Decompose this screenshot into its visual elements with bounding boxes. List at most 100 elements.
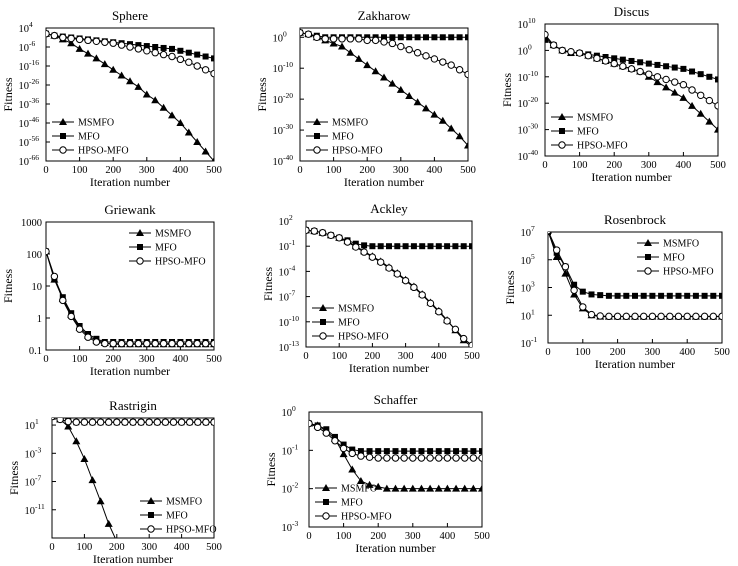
chart-7-legend-label: MFO [166,511,188,522]
chart-3-point-circle [584,51,592,60]
chart-2-point-circle [380,38,388,46]
chart-8-ytick-label: 10 [282,485,293,496]
chart-1-ytick-label: 10 [19,157,30,168]
chart-8-title: Schaffer [374,392,418,407]
chart-1-point-circle [143,47,151,55]
chart-7-point-circle [113,418,121,426]
chart-2-ytick-exponent: -20 [283,91,293,100]
chart-4-point-circle [193,339,201,348]
chart-8-point-circle [331,437,339,445]
chart-2-point-square [406,34,413,41]
chart-8-point-circle [400,454,408,462]
chart-2-point-square [439,34,446,41]
chart-6-plot-area [548,232,722,321]
chart-8-point-triangle [400,484,409,492]
chart-4-legend-label: MSMFO [155,229,191,240]
chart-7-point-circle [169,418,178,426]
chart-3-xtick-label: 400 [676,160,692,171]
chart-2-legend-marker-square [314,133,320,139]
chart-7-axes-frame [51,417,215,539]
chart-8-legend-marker-triangle [322,484,330,491]
chart-8-point-circle [322,429,330,437]
chart-8-point-circle [339,444,348,453]
chart-2-point-circle [355,35,363,43]
chart-5-point-circle [360,248,368,256]
chart-2-point-triangle [354,54,363,62]
chart-6-xtick-label: 500 [714,347,730,358]
chart-6-point-circle [605,312,613,321]
chart-6-legend-marker-triangle [644,239,652,246]
chart-6-point-circle [709,312,717,321]
chart-3-legend-label: MFO [577,127,599,138]
chart-8-ytick-label: 10 [282,408,293,419]
chart-1-point-circle [46,30,50,38]
chart-4-point-circle [143,339,151,348]
chart-1-point-circle [126,43,134,51]
chart-8-xtick-label: 300 [405,531,421,542]
chart-1-point-square [169,45,175,52]
chart-1-point-circle [201,66,210,74]
chart-8-point-square [470,448,477,455]
chart-7-legend: MSMFO MFO HPSO-MFO [140,497,217,536]
chart-3-point-triangle [705,117,714,125]
chart-4-point-circle [75,325,84,333]
chart-2-xtick-label: 400 [427,165,443,176]
chart-2-point-circle [338,35,346,43]
chart-6-ytick-label: 10 [521,228,532,239]
chart-5-ytick-label: 10 [279,318,290,329]
chart-7-ytick-exponent: -11 [35,502,45,511]
chart-4-point-circle [126,339,134,348]
chart-3-point-square [680,65,687,72]
chart-3-legend-marker-circle [558,141,566,149]
chart-3-point-circle [619,62,627,70]
chart-2-point-square [397,34,404,41]
chart-8-point-triangle [408,484,417,492]
chart-1-legend: MSMFO MFO HPSO-MFO [52,118,129,157]
chart-2-point-square [389,34,396,41]
chart-1-xlabel: Iteration number [90,175,170,189]
chart-4-plot-area [46,247,214,348]
chart-2-legend-marker-circle [313,146,321,154]
chart-5-legend-label: MSMFO [338,304,374,315]
chart-1-legend-marker-triangle [59,118,67,125]
chart-2-ytick-exponent: 0 [283,29,287,38]
chart-5-xlabel: Iteration number [349,361,429,375]
chart-6-point-square [649,292,656,299]
chart-3-ytick-exponent: -10 [528,69,538,78]
chart-7-xtick-label: 500 [206,542,222,553]
chart-1-point-triangle [117,71,126,79]
chart-8-point-triangle [339,450,348,458]
chart-8-point-square [453,448,460,455]
chart-3-point-square [689,68,696,75]
chart-3-point-square [706,73,713,80]
chart-7-ytick-label: 10 [25,421,36,432]
chart-8-point-triangle [391,484,400,492]
chart-7-ytick-label: 10 [25,449,36,460]
chart-2-point-square [423,34,429,41]
chart-3-point-square [671,64,678,71]
chart-1-point-circle [109,39,117,47]
chart-2-point-circle [422,52,430,60]
chart-6-point-circle [718,312,722,321]
chart-2-point-triangle [346,48,355,56]
chart-7-xtick-label: 100 [77,542,93,553]
chart-7-point-circle [153,418,162,426]
chart-5-ytick-exponent: 2 [289,213,293,222]
chart-8-point-square [392,448,399,455]
chart-8-point-circle [469,454,478,462]
chart-2-point-circle [430,55,439,63]
chart-6-point-circle [622,312,630,321]
chart-1-legend-marker-circle [59,146,67,154]
chart-8-point-triangle [417,484,426,492]
chart-8-point-square [323,426,330,433]
chart-7-point-triangle [116,537,118,538]
chart-5-point-square [419,243,426,250]
chart-5-point-circle [306,226,310,234]
chart-4-point-circle [151,339,159,348]
chart-1-point-triangle [159,103,168,111]
chart-7-point-circle [186,418,194,426]
chart-2-point-circle [439,58,447,66]
chart-2-axes-frame [299,27,469,162]
